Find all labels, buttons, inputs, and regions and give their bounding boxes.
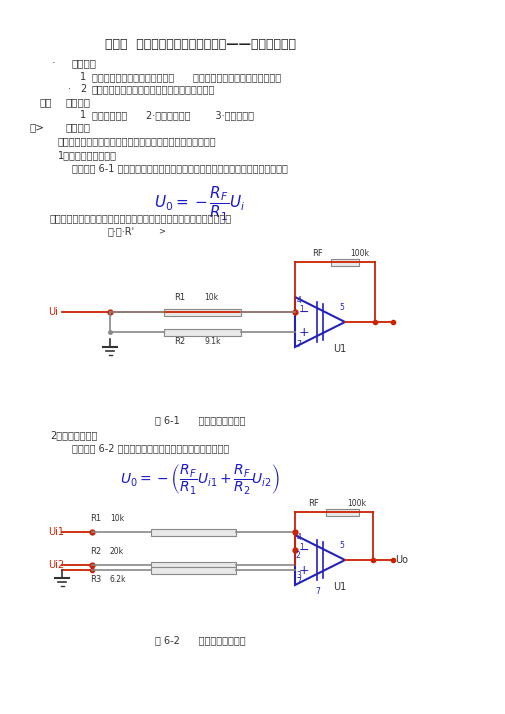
Text: >: > xyxy=(158,226,165,235)
Text: 了解运算放大器在实际应用时应考虑的有些问题: 了解运算放大器在实际应用时应考虑的有些问题 xyxy=(92,84,215,94)
Text: 料·扎·R': 料·扎·R' xyxy=(108,226,135,236)
Text: 9.1k: 9.1k xyxy=(205,337,221,346)
Text: R1: R1 xyxy=(90,514,101,523)
Text: 双踪示波器：      2·数字万用表：        3·信号发生器: 双踪示波器： 2·数字万用表： 3·信号发生器 xyxy=(92,110,254,120)
Text: 实验原理: 实验原理 xyxy=(66,122,91,132)
Bar xyxy=(151,528,236,536)
Text: Uo: Uo xyxy=(395,555,408,565)
Text: 4: 4 xyxy=(296,296,301,304)
Text: 图 6-2      反相加法运算电路: 图 6-2 反相加法运算电路 xyxy=(155,635,245,645)
Text: 20k: 20k xyxy=(110,547,124,556)
Text: RF: RF xyxy=(308,498,319,508)
Text: 2）反相加法电路: 2）反相加法电路 xyxy=(50,430,97,440)
Text: 为减小输入级偏置电流引起的运算误差，在同相输入端应接入平衡电阻: 为减小输入级偏置电流引起的运算误差，在同相输入端应接入平衡电阻 xyxy=(50,213,232,223)
Text: 实验目的: 实验目的 xyxy=(72,58,97,68)
Text: 研究有集成运算放大器组成的比      加法和减法等基本运算电路的功能: 研究有集成运算放大器组成的比 加法和减法等基本运算电路的功能 xyxy=(92,72,281,82)
Text: 2: 2 xyxy=(296,551,301,560)
Text: Ui: Ui xyxy=(48,307,58,317)
Text: +: + xyxy=(298,326,309,338)
Text: 二、: 二、 xyxy=(40,97,53,107)
Bar xyxy=(151,566,236,573)
Text: 1: 1 xyxy=(299,304,304,313)
Text: 7: 7 xyxy=(316,587,321,596)
Text: R2: R2 xyxy=(175,337,186,346)
Text: 三>: 三> xyxy=(30,122,45,132)
Text: 5: 5 xyxy=(339,303,344,311)
Text: $U_0 = -\left(\dfrac{R_F}{R_1}U_{i1}+\dfrac{R_F}{R_2}U_{i2}\right)$: $U_0 = -\left(\dfrac{R_F}{R_1}U_{i1}+\df… xyxy=(120,462,280,496)
Text: 实验六  集成运算放大器的基本应用——模拟运算电路: 实验六 集成运算放大器的基本应用——模拟运算电路 xyxy=(105,38,296,51)
Text: 10k: 10k xyxy=(205,293,219,302)
Text: Ui2: Ui2 xyxy=(48,560,64,570)
Text: U1: U1 xyxy=(333,344,346,354)
Text: 10k: 10k xyxy=(110,514,124,523)
Text: 7: 7 xyxy=(296,578,301,586)
Text: ·: · xyxy=(52,58,56,68)
Text: ·: · xyxy=(68,84,71,94)
Bar xyxy=(151,561,236,568)
Text: R2: R2 xyxy=(90,547,101,556)
Bar xyxy=(326,508,359,516)
Text: −: − xyxy=(299,306,309,318)
Text: 100k: 100k xyxy=(347,498,367,508)
Text: +: + xyxy=(298,563,309,576)
Text: 1）反相比例运算电路: 1）反相比例运算电路 xyxy=(58,150,117,160)
Text: 电路如图 6-2 所示，输出电压与输入电压之间的关系为：: 电路如图 6-2 所示，输出电压与输入电压之间的关系为： xyxy=(72,443,229,453)
Text: −: − xyxy=(299,543,309,556)
Text: 实验仪器: 实验仪器 xyxy=(66,97,91,107)
Bar xyxy=(164,308,241,316)
Text: R1: R1 xyxy=(175,293,186,302)
Text: U1: U1 xyxy=(333,582,346,592)
Text: Ui1: Ui1 xyxy=(48,527,64,537)
Text: R3: R3 xyxy=(90,575,101,584)
Text: 图 6-1      反相比例运算电路: 图 6-1 反相比例运算电路 xyxy=(155,415,245,425)
Text: 6.2k: 6.2k xyxy=(110,575,126,584)
Text: 1: 1 xyxy=(299,543,304,551)
Text: 1: 1 xyxy=(80,110,86,120)
Text: 100k: 100k xyxy=(350,248,369,258)
Text: 7: 7 xyxy=(296,339,301,348)
Text: 4: 4 xyxy=(296,533,301,543)
Text: $U_0 = -\dfrac{R_F}{R_1}U_i$: $U_0 = -\dfrac{R_F}{R_1}U_i$ xyxy=(154,185,246,223)
Text: 5: 5 xyxy=(339,540,344,550)
Bar xyxy=(164,328,241,336)
Text: RF: RF xyxy=(313,248,323,258)
Text: 3: 3 xyxy=(296,571,301,580)
Text: 电路如图 6-1 所示，对于理想运放，该电路的输出电压与输入电压之间的关系为: 电路如图 6-1 所示，对于理想运放，该电路的输出电压与输入电压之间的关系为 xyxy=(72,163,288,173)
Text: 在线性应用方面，可组成比例、加法、减法的模拟运算电路。: 在线性应用方面，可组成比例、加法、减法的模拟运算电路。 xyxy=(58,136,217,146)
Bar xyxy=(331,258,360,266)
Text: 2: 2 xyxy=(80,84,86,94)
Text: 1: 1 xyxy=(80,72,86,82)
